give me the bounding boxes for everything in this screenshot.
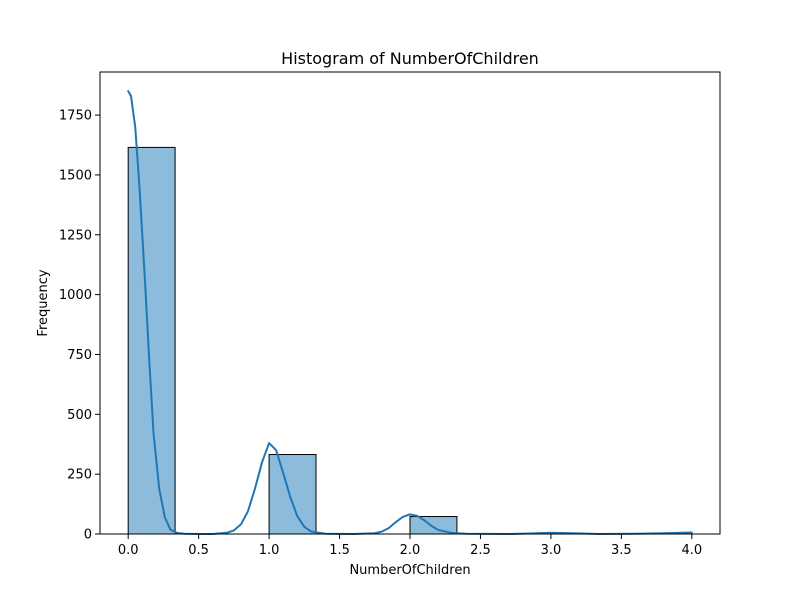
- y-tick-label: 1250: [59, 228, 92, 243]
- y-tick-label: 750: [67, 348, 92, 363]
- chart-title: Histogram of NumberOfChildren: [281, 49, 539, 68]
- y-tick-label: 1000: [59, 288, 92, 303]
- y-tick-label: 0: [84, 528, 92, 543]
- y-tick-label: 500: [67, 408, 92, 423]
- y-tick-label: 250: [67, 468, 92, 483]
- x-tick-label: 4.0: [681, 543, 702, 558]
- histogram-bar-6: [409, 516, 458, 535]
- y-tick-label: 1750: [59, 109, 92, 124]
- histogram-bar-0: [127, 146, 176, 535]
- x-tick-label: 3.5: [611, 543, 632, 558]
- x-tick-label: 3.0: [541, 543, 562, 558]
- x-axis-label: NumberOfChildren: [349, 563, 470, 578]
- y-tick-label: 1500: [59, 168, 92, 183]
- x-tick-label: 0.5: [188, 543, 209, 558]
- y-axis-label: Frequency: [36, 269, 51, 336]
- y-axis-ticks: 0 250 500 750 1000 1250 1500 1750: [59, 109, 100, 543]
- x-tick-label: 2.5: [470, 543, 491, 558]
- x-tick-label: 1.0: [259, 543, 280, 558]
- x-tick-label: 0.0: [118, 543, 139, 558]
- x-tick-label: 1.5: [329, 543, 350, 558]
- histogram-bar-3: [268, 454, 317, 535]
- x-axis-ticks: 0.0 0.5 1.0 1.5 2.0 2.5 3.0 3.5 4.0: [118, 534, 702, 558]
- x-tick-label: 2.0: [400, 543, 421, 558]
